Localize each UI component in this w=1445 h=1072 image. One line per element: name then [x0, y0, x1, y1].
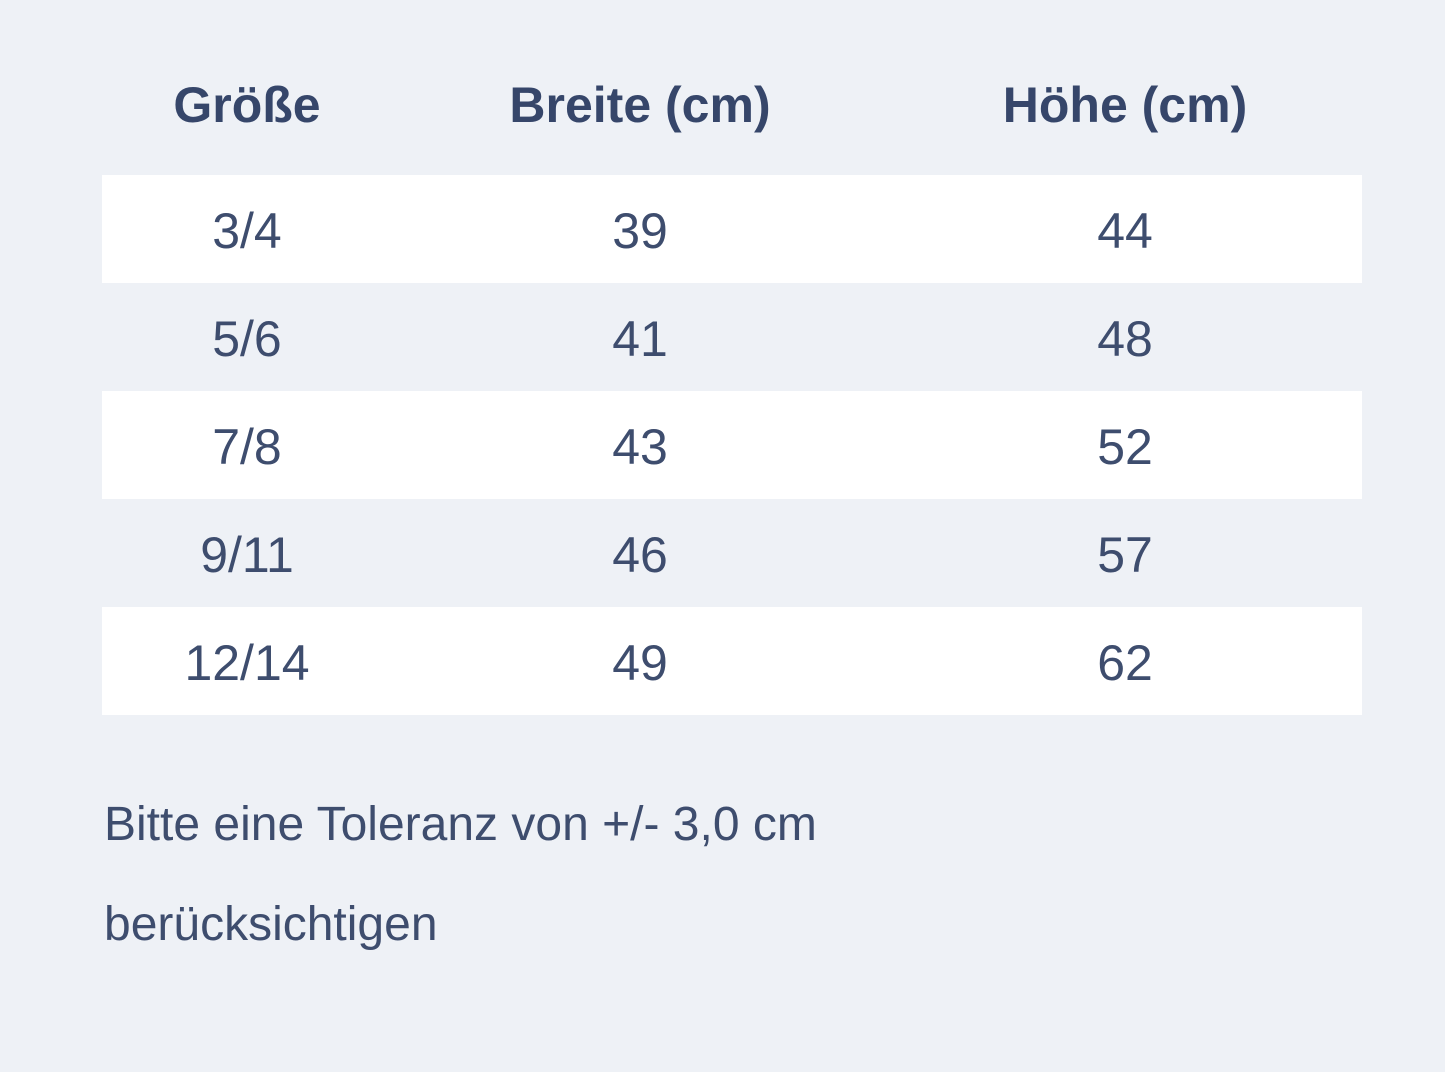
size-chart-table: Größe Breite (cm) Höhe (cm) 3/4 39 44 5/… — [102, 0, 1362, 715]
height-cell: 44 — [1097, 203, 1153, 259]
width-cell: 39 — [612, 203, 668, 259]
height-cell: 57 — [1097, 527, 1153, 583]
column-header-width: Breite (cm) — [509, 76, 771, 133]
size-cell: 12/14 — [184, 635, 310, 691]
size-cell: 3/4 — [212, 203, 282, 259]
table-row: 12/14 49 62 — [102, 607, 1362, 715]
width-cell: 41 — [612, 311, 668, 367]
size-cell: 9/11 — [200, 527, 294, 583]
tolerance-note-line: berücksichtigen — [104, 898, 438, 951]
width-cell: 43 — [612, 419, 668, 475]
table-row: 3/4 39 44 — [102, 175, 1362, 283]
table-row: 9/11 46 57 — [102, 499, 1362, 607]
tolerance-note-line: Bitte eine Toleranz von +/- 3,0 cm — [104, 798, 817, 851]
height-cell: 48 — [1097, 311, 1153, 367]
size-cell: 7/8 — [212, 419, 282, 475]
table-row: 7/8 43 52 — [102, 391, 1362, 499]
tolerance-note: Bitte eine Toleranz von +/- 3,0 cm berüc… — [104, 775, 1445, 975]
height-cell: 62 — [1097, 635, 1153, 691]
height-cell: 52 — [1097, 419, 1153, 475]
table-header-row: Größe Breite (cm) Höhe (cm) — [102, 0, 1362, 175]
column-header-size: Größe — [173, 76, 321, 133]
size-cell: 5/6 — [212, 311, 282, 367]
column-header-height: Höhe (cm) — [1002, 76, 1248, 133]
width-cell: 49 — [612, 635, 668, 691]
width-cell: 46 — [612, 527, 668, 583]
table-row: 5/6 41 48 — [102, 283, 1362, 391]
